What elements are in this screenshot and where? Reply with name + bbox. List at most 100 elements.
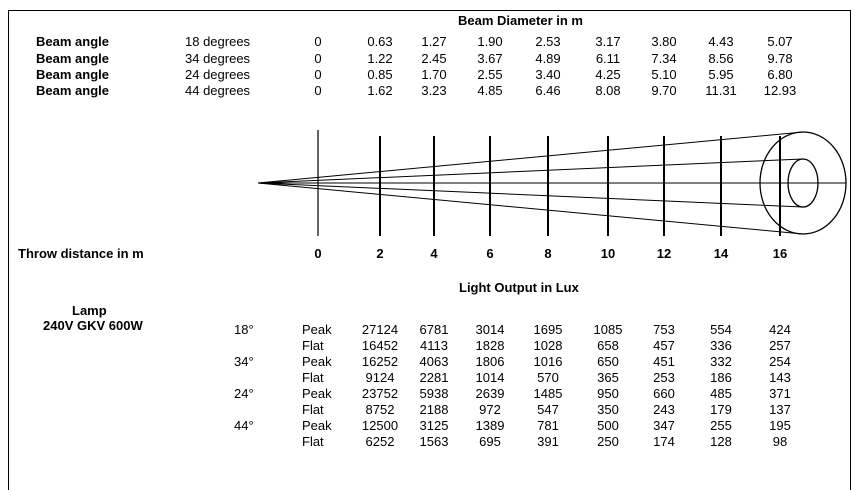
beam-angle-label: Beam angle — [36, 51, 109, 66]
lux-row-type: Flat — [302, 370, 324, 385]
beam-diameter-cell: 1.62 — [367, 83, 393, 98]
beam-diameter-cell: 4.89 — [535, 51, 561, 66]
lux-cell: 243 — [653, 402, 675, 417]
lux-cell: 3125 — [419, 418, 449, 433]
beam-diameter-cell: 0 — [314, 67, 322, 82]
lux-beam-angle: 34° — [234, 354, 254, 369]
lux-row-type: Flat — [302, 434, 324, 449]
lux-cell: 371 — [769, 386, 791, 401]
lux-cell: 2281 — [419, 370, 449, 385]
throw-distance-value: 16 — [772, 246, 788, 261]
beam-diameter-cell: 3.80 — [651, 34, 677, 49]
lux-cell: 8752 — [365, 402, 395, 417]
lux-cell: 554 — [710, 322, 732, 337]
beam-cone-lines — [257, 131, 846, 235]
lux-cell: 1485 — [533, 386, 563, 401]
sheet-frame — [8, 10, 851, 490]
beam-angle-degrees: 24 degrees — [185, 67, 251, 82]
beam-diameter-cell: 7.34 — [651, 51, 677, 66]
beam-angle-degrees: 18 degrees — [185, 34, 251, 49]
lux-cell: 1806 — [475, 354, 505, 369]
lux-cell: 1828 — [475, 338, 505, 353]
lux-cell: 570 — [537, 370, 559, 385]
beam-diameter-cell: 4.25 — [595, 67, 621, 82]
lux-beam-angle: 18° — [234, 322, 254, 337]
beam-diameter-cell: 4.85 — [477, 83, 503, 98]
throw-distance-value: 6 — [486, 246, 494, 261]
lux-cell: 4063 — [419, 354, 449, 369]
beam-angle-degrees: 34 degrees — [185, 51, 251, 66]
beam-diameter-cell: 1.90 — [477, 34, 503, 49]
lux-cell: 16452 — [361, 338, 399, 353]
lux-cell: 250 — [597, 434, 619, 449]
lux-cell: 547 — [537, 402, 559, 417]
lux-cell: 4113 — [420, 338, 448, 353]
beam-diameter-cell: 1.22 — [367, 51, 393, 66]
lux-cell: 1028 — [533, 338, 563, 353]
lux-cell: 500 — [597, 418, 619, 433]
beam-diameter-cell: 3.67 — [477, 51, 503, 66]
lux-cell: 5938 — [419, 386, 449, 401]
beam-diameter-cell: 3.17 — [595, 34, 621, 49]
lux-cell: 6252 — [365, 434, 395, 449]
beam-diameter-cell: 0 — [314, 83, 322, 98]
beam-diameter-cell: 2.53 — [535, 34, 561, 49]
lux-cell: 391 — [537, 434, 559, 449]
lux-cell: 1014 — [475, 370, 505, 385]
beam-angle-label: Beam angle — [36, 67, 109, 82]
beam-diameter-cell: 12.93 — [763, 83, 797, 98]
beam-outer-ellipse — [759, 131, 847, 235]
lamp-model: 240V GKV 600W — [43, 318, 143, 333]
lux-cell: 1695 — [533, 322, 563, 337]
lux-cell: 254 — [769, 354, 791, 369]
beam-ray-line — [257, 182, 804, 235]
beam-diameter-cell: 11.31 — [705, 83, 737, 98]
beam-diameter-cell: 9.78 — [767, 51, 793, 66]
lux-cell: 660 — [653, 386, 675, 401]
throw-distance-label: Throw distance in m — [18, 246, 144, 261]
lux-cell: 143 — [769, 370, 791, 385]
lux-cell: 1563 — [419, 434, 449, 449]
lux-cell: 336 — [710, 338, 732, 353]
beam-ray-line — [257, 158, 804, 184]
lux-cell: 186 — [710, 370, 732, 385]
lux-cell: 2188 — [419, 402, 449, 417]
lux-row-type: Peak — [302, 418, 332, 433]
beam-diameter-cell: 3.40 — [535, 67, 561, 82]
lux-cell: 137 — [769, 402, 791, 417]
beam-diameter-cell: 0.85 — [367, 67, 393, 82]
beam-angle-degrees: 44 degrees — [185, 83, 251, 98]
beam-ray-line — [257, 182, 804, 208]
lux-cell: 179 — [710, 402, 732, 417]
beam-diameter-cell: 6.80 — [767, 67, 793, 82]
lux-cell: 1085 — [593, 322, 623, 337]
beam-diameter-cell: 5.07 — [767, 34, 793, 49]
lamp-label: Lamp — [72, 303, 107, 318]
beam-diameter-cell: 8.08 — [595, 83, 621, 98]
lux-cell: 781 — [537, 418, 559, 433]
lux-cell: 2639 — [475, 386, 505, 401]
throw-distance-value: 8 — [544, 246, 552, 261]
lux-cell: 650 — [597, 354, 619, 369]
beam-diameter-cell: 1.70 — [421, 67, 447, 82]
lux-cell: 9124 — [365, 370, 395, 385]
beam-diameter-title: Beam Diameter in m — [458, 13, 583, 28]
lux-row-type: Peak — [302, 322, 332, 337]
beam-diameter-cell: 6.46 — [535, 83, 561, 98]
lux-row-type: Flat — [302, 338, 324, 353]
beam-diameter-cell: 2.45 — [421, 51, 447, 66]
throw-distance-value: 2 — [376, 246, 384, 261]
lux-cell: 424 — [769, 322, 791, 337]
beam-diameter-cell: 9.70 — [651, 83, 677, 98]
beam-diameter-cell: 3.23 — [421, 83, 447, 98]
lux-cell: 174 — [653, 434, 675, 449]
throw-distance-value: 12 — [656, 246, 672, 261]
lux-cell: 257 — [769, 338, 791, 353]
lux-beam-angle: 24° — [234, 386, 254, 401]
light-output-title: Light Output in Lux — [459, 280, 579, 295]
lux-cell: 451 — [653, 354, 675, 369]
lux-cell: 12500 — [361, 418, 399, 433]
lux-cell: 350 — [597, 402, 619, 417]
lux-cell: 6781 — [419, 322, 449, 337]
